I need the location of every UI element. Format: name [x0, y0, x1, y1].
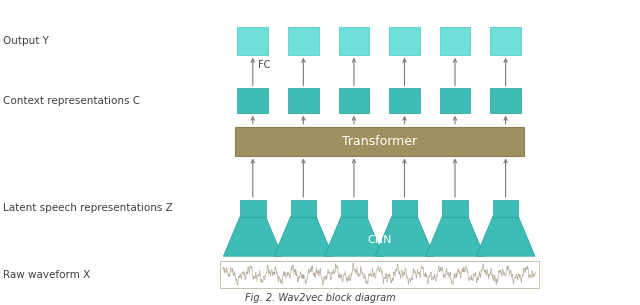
Bar: [493, 200, 518, 217]
Bar: [392, 200, 417, 217]
Bar: [341, 200, 367, 217]
Bar: [237, 88, 268, 113]
Bar: [240, 200, 266, 217]
Text: Fig. 2. Wav2vec block diagram: Fig. 2. Wav2vec block diagram: [244, 293, 396, 303]
Text: Latent speech representations Z: Latent speech representations Z: [3, 203, 173, 213]
Bar: [235, 127, 524, 156]
Polygon shape: [476, 217, 535, 256]
Text: Context representations C: Context representations C: [3, 96, 140, 106]
Bar: [220, 261, 539, 288]
Bar: [288, 27, 319, 55]
Bar: [237, 27, 268, 55]
Bar: [339, 88, 369, 113]
Polygon shape: [375, 217, 434, 256]
Polygon shape: [426, 217, 484, 256]
Text: CNN: CNN: [367, 235, 392, 245]
Polygon shape: [274, 217, 333, 256]
Bar: [490, 88, 521, 113]
Bar: [389, 27, 420, 55]
Text: FC: FC: [258, 60, 270, 70]
Bar: [291, 200, 316, 217]
Bar: [288, 88, 319, 113]
Bar: [440, 27, 470, 55]
Bar: [389, 88, 420, 113]
Text: Transformer: Transformer: [342, 135, 417, 148]
Polygon shape: [223, 217, 282, 256]
Bar: [339, 27, 369, 55]
Text: Raw waveform X: Raw waveform X: [3, 270, 90, 279]
Polygon shape: [324, 217, 383, 256]
Bar: [490, 27, 521, 55]
Bar: [442, 200, 468, 217]
Bar: [440, 88, 470, 113]
Text: Output Y: Output Y: [3, 36, 49, 46]
